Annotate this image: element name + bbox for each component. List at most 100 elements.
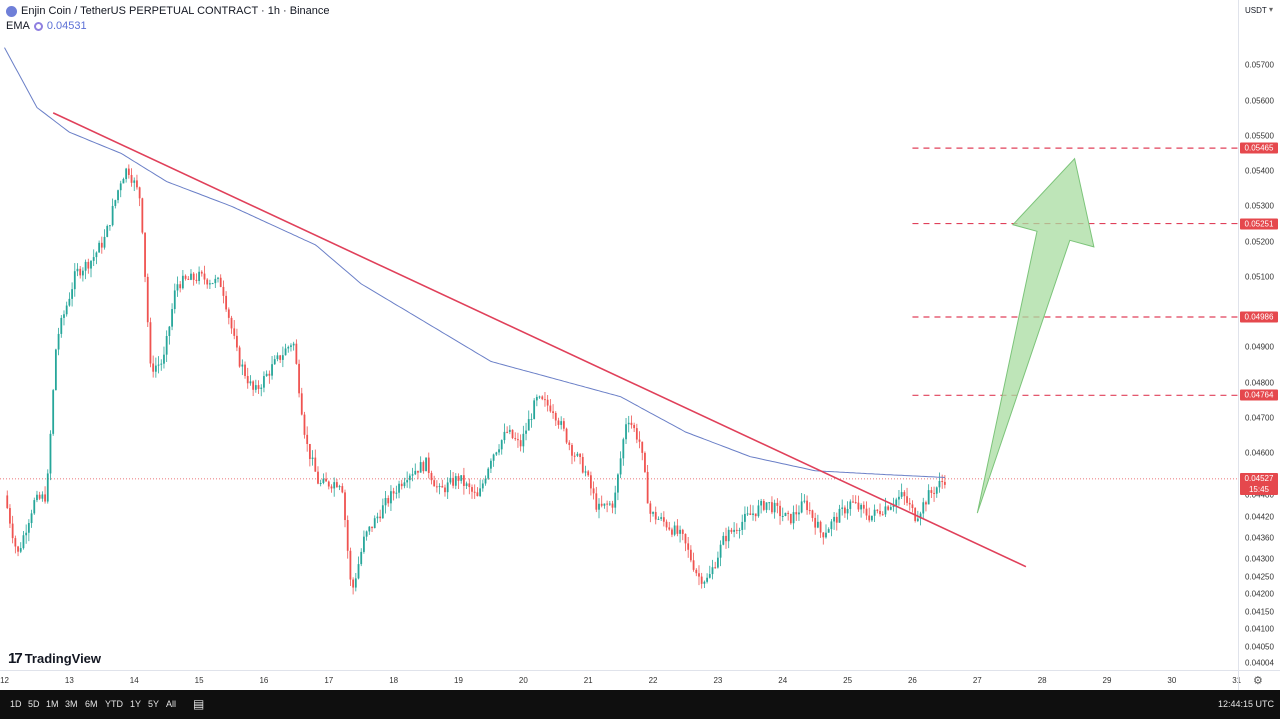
candle-body [71, 289, 73, 299]
price-tick-label: 0.04300 [1245, 554, 1274, 564]
price-tick-label: 0.05200 [1245, 237, 1274, 247]
candle-body [90, 260, 92, 269]
candle-body [692, 560, 695, 570]
candle-body [806, 500, 808, 511]
candle-body [625, 424, 627, 440]
gear-icon[interactable]: ⚙ [1253, 675, 1263, 687]
candle-body [622, 439, 625, 459]
candle-body [22, 535, 25, 549]
price-chart[interactable] [0, 0, 1238, 670]
candle-body [711, 567, 714, 575]
candle-body [825, 532, 827, 538]
range-button[interactable]: 1Y [130, 699, 142, 709]
candle-body [746, 513, 749, 515]
candle-body [668, 527, 671, 530]
candle-body [54, 349, 57, 391]
chevron-down-icon[interactable]: ▾ [1269, 5, 1274, 14]
range-button[interactable]: 1M [46, 699, 59, 709]
price-tick-label: 0.05500 [1245, 131, 1274, 141]
candle-body [798, 512, 800, 515]
candle-body [716, 557, 719, 568]
range-button[interactable]: 3M [65, 699, 78, 709]
candle-body [360, 551, 363, 565]
ema-label: EMA [6, 20, 30, 32]
range-button[interactable]: 1D [10, 699, 22, 709]
candle-body [19, 548, 22, 552]
candle-body [641, 441, 644, 453]
candle-body [781, 515, 784, 517]
candle-body [6, 495, 9, 509]
candle-body [387, 498, 390, 504]
price-tick-label: 0.04100 [1245, 624, 1274, 634]
date-range-icon[interactable]: ▤ [193, 697, 205, 711]
candle-body [925, 502, 927, 505]
candle-body [741, 521, 744, 530]
candle-body [392, 491, 395, 494]
tradingview-logo[interactable]: 17 TradingView [8, 650, 101, 667]
candle-body [649, 503, 652, 514]
candle-body [565, 428, 568, 443]
time-axis[interactable]: 12 13 14 15 16 17 18 19 20 21 22 23 24 25 26 27 28 29 30 31 [0, 670, 1241, 691]
candle-body [852, 501, 854, 503]
candle-body [9, 508, 11, 524]
candle-body [789, 513, 792, 524]
settings-corner[interactable]: ⚙ [1238, 670, 1280, 691]
candle-body [236, 335, 238, 348]
candle-body [684, 533, 687, 544]
currency-selector[interactable]: USDT [1245, 6, 1267, 15]
range-button[interactable]: All [166, 699, 177, 709]
range-button[interactable]: YTD [105, 699, 123, 709]
candle-body [303, 414, 306, 435]
candle-body [795, 512, 798, 515]
candle-body [544, 399, 546, 401]
range-button[interactable]: 5Y [148, 699, 160, 709]
candle-body [857, 502, 860, 510]
candle-body [579, 453, 581, 457]
candle-body [252, 381, 255, 390]
candle-body [889, 507, 892, 510]
candle-body [30, 513, 33, 524]
candle-body [835, 516, 838, 523]
candle-body [49, 433, 52, 474]
candle-body [506, 431, 509, 433]
price-tick-label: 0.04050 [1245, 642, 1274, 652]
time-tick-label: 20 [518, 676, 528, 685]
candle-body [63, 314, 65, 318]
candle-body [933, 492, 935, 494]
candle-body [876, 509, 879, 511]
price-tick-label: 0.04420 [1245, 512, 1274, 522]
candle-body [76, 268, 79, 272]
price-tick-label: 0.04200 [1245, 589, 1274, 599]
candle-body [898, 496, 900, 500]
utc-clock[interactable]: 12:44:15 UTC [1217, 699, 1274, 709]
candle-body [671, 529, 673, 535]
time-tick-label: 22 [648, 676, 658, 685]
candle-body [916, 518, 919, 521]
price-tick-label: 0.05400 [1245, 166, 1274, 176]
chart-plot-area[interactable]: Enjin Coin / TetherUS PERPETUAL CONTRACT… [0, 0, 1238, 670]
candle-body [465, 483, 468, 486]
candle-body [295, 343, 298, 364]
bottom-toolbar: 1D 5D 1M 3M 6M YTD 1Y 5Y All ▤ 12:44:15 UTC [0, 690, 1280, 719]
candle-body [849, 501, 852, 509]
candle-body [300, 393, 303, 415]
ema-settings-icon[interactable] [33, 22, 43, 31]
candle-body [273, 359, 276, 365]
candle-body [762, 500, 765, 510]
candle-body [306, 434, 309, 444]
candle-body [368, 526, 371, 532]
candle-body [511, 429, 514, 439]
candle-body [357, 564, 360, 579]
candle-body [860, 504, 863, 510]
range-button[interactable]: 6M [85, 699, 98, 709]
range-button[interactable]: 5D [28, 699, 40, 709]
candle-body [725, 535, 727, 542]
candle-body [792, 512, 795, 524]
candle-body [425, 457, 427, 472]
candle-body [381, 505, 384, 519]
candle-body [281, 355, 284, 360]
candle-body [173, 290, 176, 310]
candle-body [771, 502, 773, 513]
price-scale[interactable]: USDT ▾ 0.05700 0.05600 0.05500 0.05400 0.053… [1238, 0, 1280, 670]
candle-body [576, 453, 579, 456]
